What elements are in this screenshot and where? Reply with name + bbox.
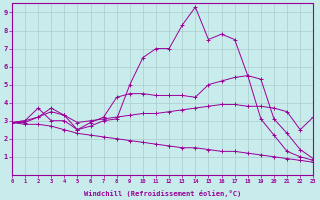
X-axis label: Windchill (Refroidissement éolien,°C): Windchill (Refroidissement éolien,°C) <box>84 190 241 197</box>
